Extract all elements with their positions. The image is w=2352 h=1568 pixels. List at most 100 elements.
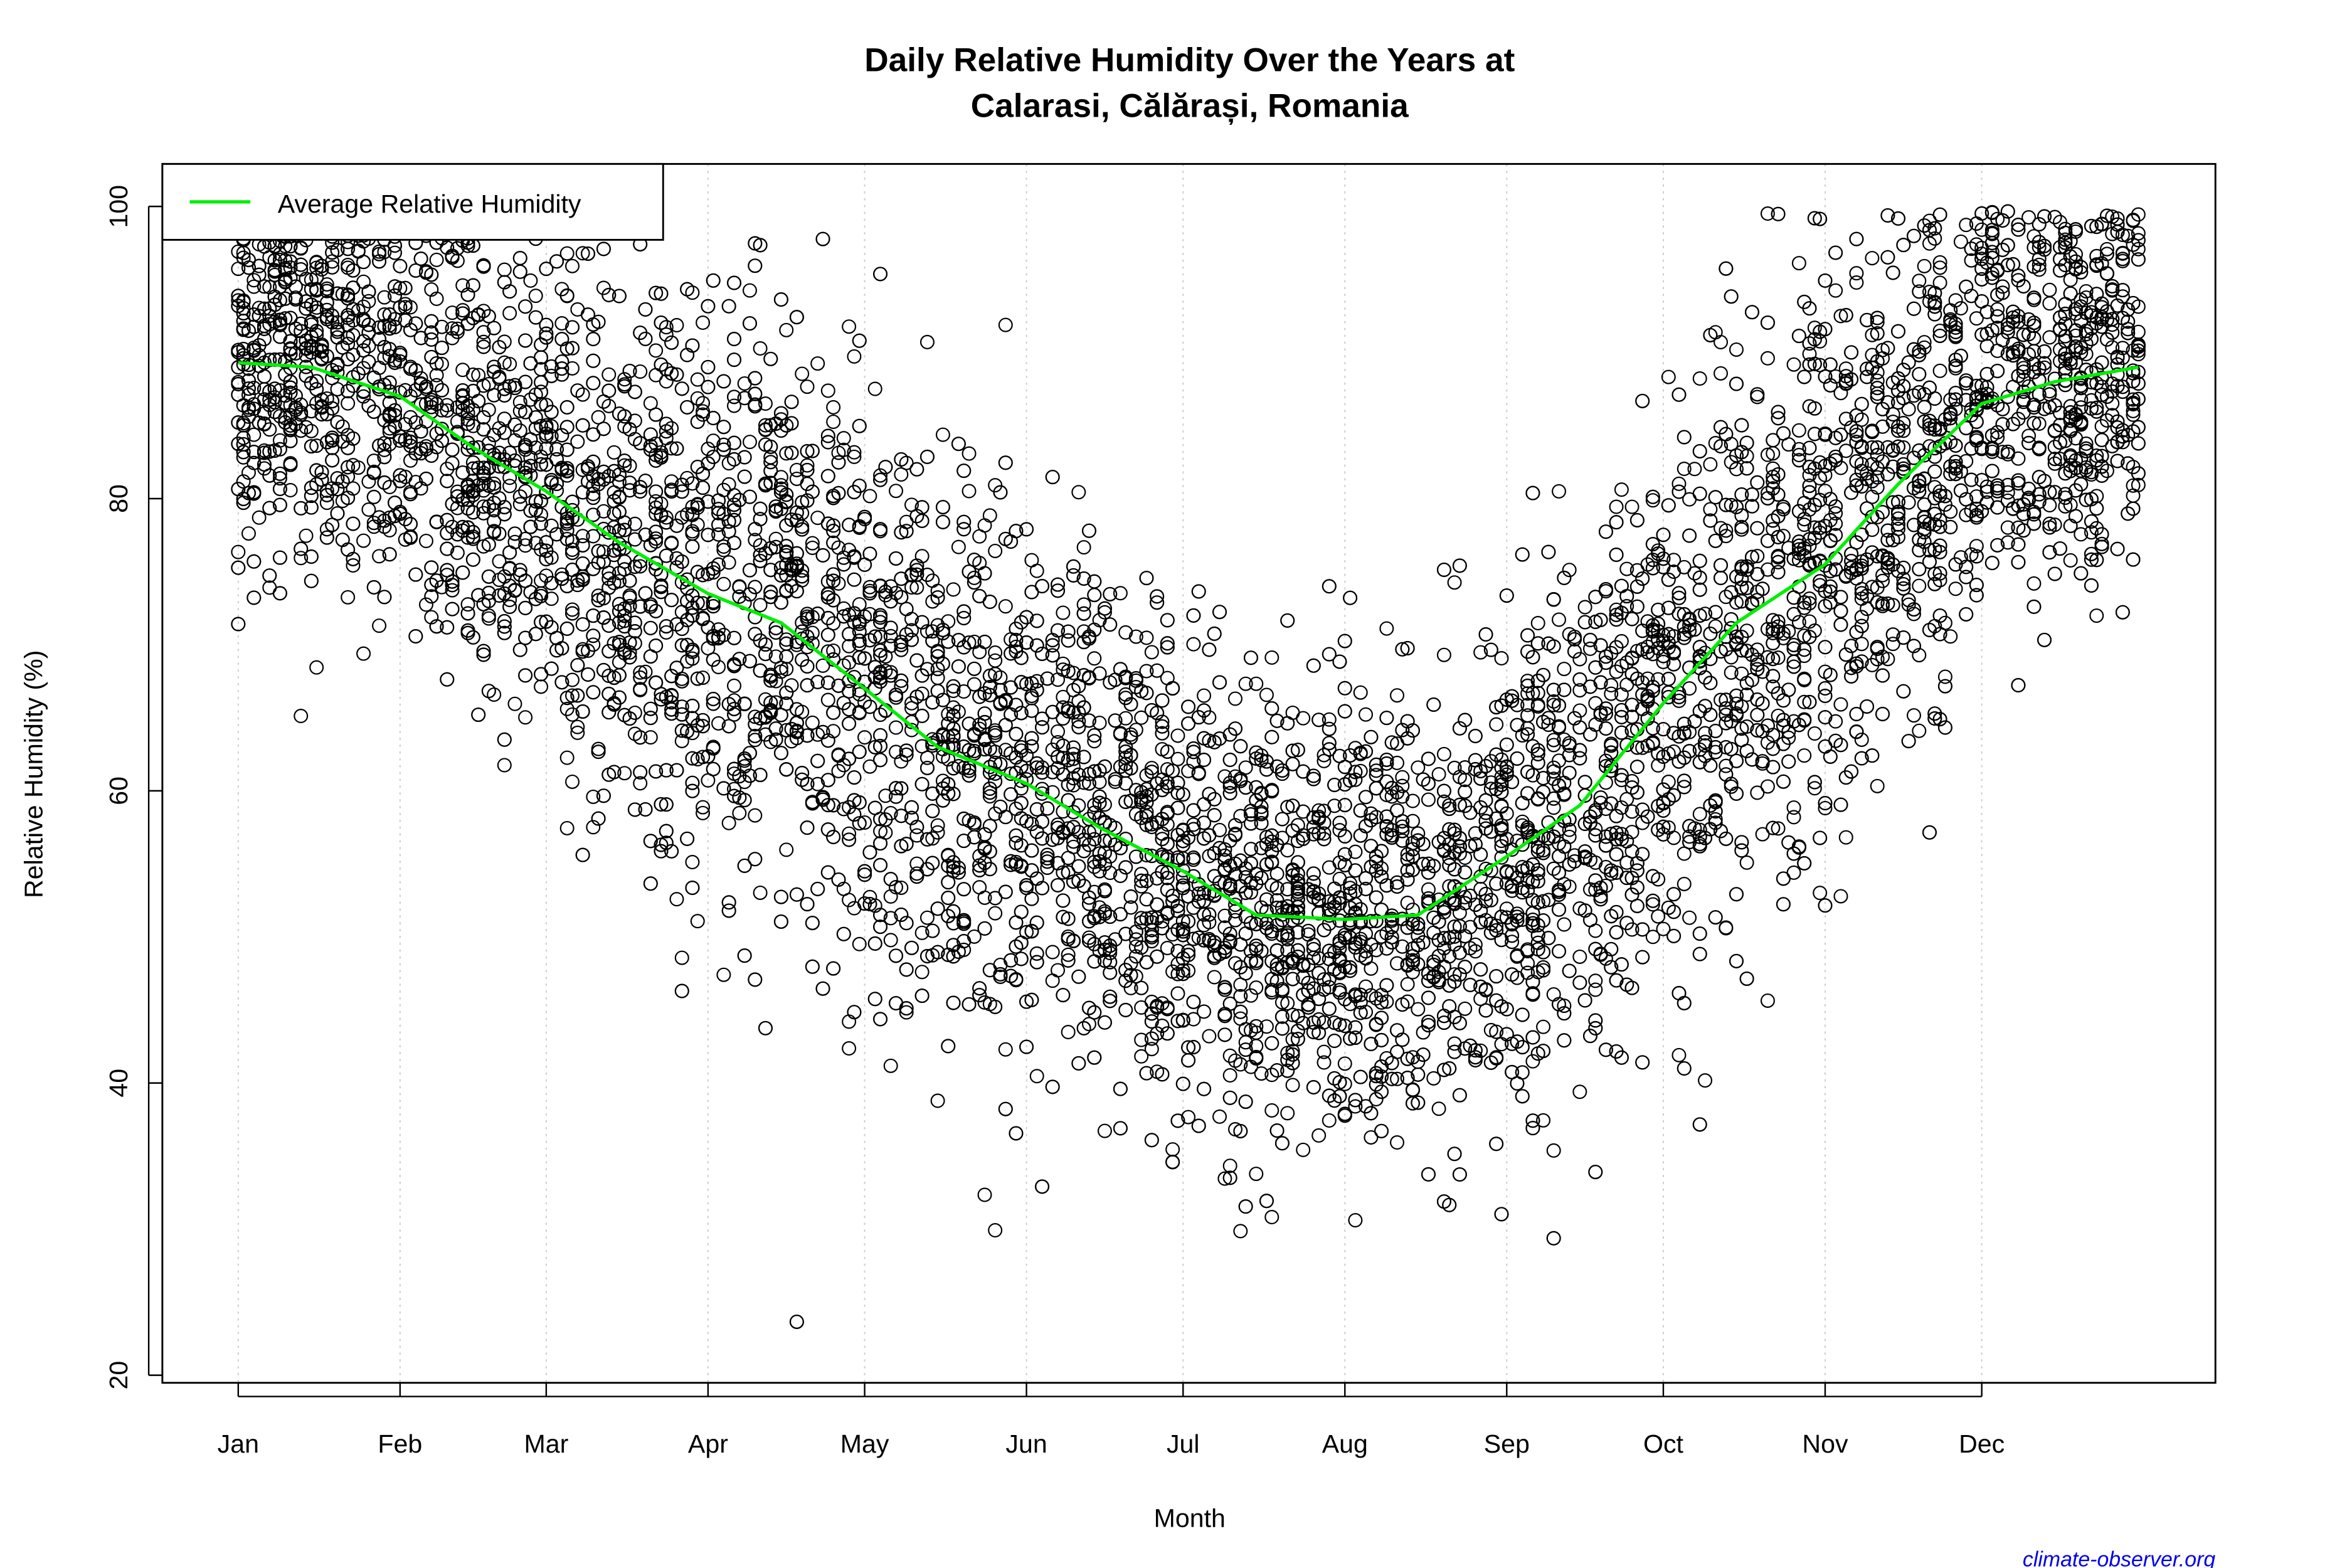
data-point	[1786, 357, 1801, 372]
data-point	[1103, 866, 1118, 881]
data-point	[748, 808, 763, 823]
data-point	[810, 356, 825, 371]
data-point	[1582, 641, 1597, 656]
data-point	[361, 294, 376, 309]
data-point	[1984, 245, 2000, 260]
data-point	[2000, 485, 2015, 500]
data-point	[341, 396, 356, 411]
data-point	[826, 616, 841, 631]
data-point	[1452, 846, 1467, 861]
data-point	[1943, 629, 1958, 644]
data-point	[1807, 320, 1822, 336]
data-point	[1640, 671, 1655, 686]
data-point	[961, 446, 977, 461]
data-point	[1525, 1054, 1540, 1069]
data-point	[455, 303, 470, 318]
data-point	[246, 381, 262, 396]
data-point	[1708, 619, 1723, 634]
data-point	[1828, 714, 1843, 729]
data-point	[617, 372, 632, 387]
data-point	[795, 366, 810, 381]
data-point	[946, 582, 961, 597]
data-point	[1661, 820, 1676, 835]
data-point	[1348, 1099, 1363, 1114]
data-point	[680, 507, 695, 522]
data-point	[518, 710, 533, 725]
data-point	[1066, 751, 1081, 766]
data-point	[1833, 309, 1848, 324]
data-point	[481, 436, 496, 451]
data-point	[1651, 758, 1666, 773]
data-point	[2011, 451, 2026, 466]
data-point	[988, 645, 1003, 660]
data-point	[1671, 1047, 1687, 1062]
data-point	[2074, 392, 2089, 407]
data-point	[356, 646, 371, 661]
data-point	[1243, 885, 1258, 900]
data-point	[1619, 792, 1634, 807]
data-point	[820, 692, 835, 707]
data-point	[2110, 367, 2125, 382]
data-point	[925, 831, 940, 846]
data-point	[649, 343, 664, 358]
data-point	[696, 805, 711, 820]
data-point	[1572, 1084, 1587, 1099]
data-point	[2126, 478, 2141, 493]
data-point	[1959, 507, 1974, 522]
data-point	[309, 660, 324, 675]
data-point	[246, 273, 262, 288]
data-point	[1536, 894, 1551, 909]
data-point	[559, 511, 575, 526]
data-point	[690, 372, 705, 387]
data-point	[758, 396, 773, 411]
data-point	[1917, 258, 1932, 273]
data-point	[1468, 944, 1483, 959]
data-point	[1854, 732, 1869, 747]
data-point	[361, 502, 376, 517]
data-point	[1473, 645, 1488, 660]
data-point	[1880, 440, 1895, 455]
data-point	[1588, 973, 1603, 988]
data-point	[1207, 970, 1222, 985]
data-point	[930, 818, 945, 833]
data-point	[643, 730, 658, 745]
data-point	[246, 343, 262, 358]
data-point	[1943, 504, 1958, 519]
data-point	[1525, 739, 1540, 754]
data-point	[2016, 361, 2031, 376]
data-point	[1734, 522, 1749, 537]
data-point	[1379, 621, 1394, 636]
data-point	[1405, 813, 1420, 829]
data-point	[559, 750, 575, 765]
data-point	[408, 475, 423, 490]
data-point	[231, 262, 246, 277]
data-point	[1316, 826, 1332, 841]
data-point	[2115, 435, 2130, 450]
data-point	[283, 270, 298, 285]
data-point	[1714, 692, 1729, 707]
data-point	[2000, 535, 2015, 550]
data-point	[450, 484, 465, 499]
data-point	[591, 741, 606, 756]
data-point	[1818, 800, 1833, 815]
data-point	[1525, 686, 1540, 701]
data-point	[1828, 506, 1843, 521]
data-point	[690, 391, 705, 406]
data-point	[1243, 988, 1258, 1003]
data-point	[2126, 488, 2141, 503]
data-point	[1029, 1069, 1044, 1084]
data-point	[669, 892, 684, 907]
data-point	[429, 291, 444, 306]
data-point	[1912, 723, 1927, 738]
data-point	[1875, 568, 1890, 583]
data-point	[366, 453, 381, 469]
data-point	[1927, 231, 1942, 246]
data-point	[575, 617, 590, 632]
data-point	[1274, 995, 1290, 1010]
data-point	[1228, 818, 1242, 833]
data-point	[659, 320, 674, 335]
data-point	[1379, 1051, 1394, 1066]
data-point	[1760, 622, 1775, 637]
data-point	[1170, 986, 1185, 1001]
data-point	[1719, 921, 1734, 936]
